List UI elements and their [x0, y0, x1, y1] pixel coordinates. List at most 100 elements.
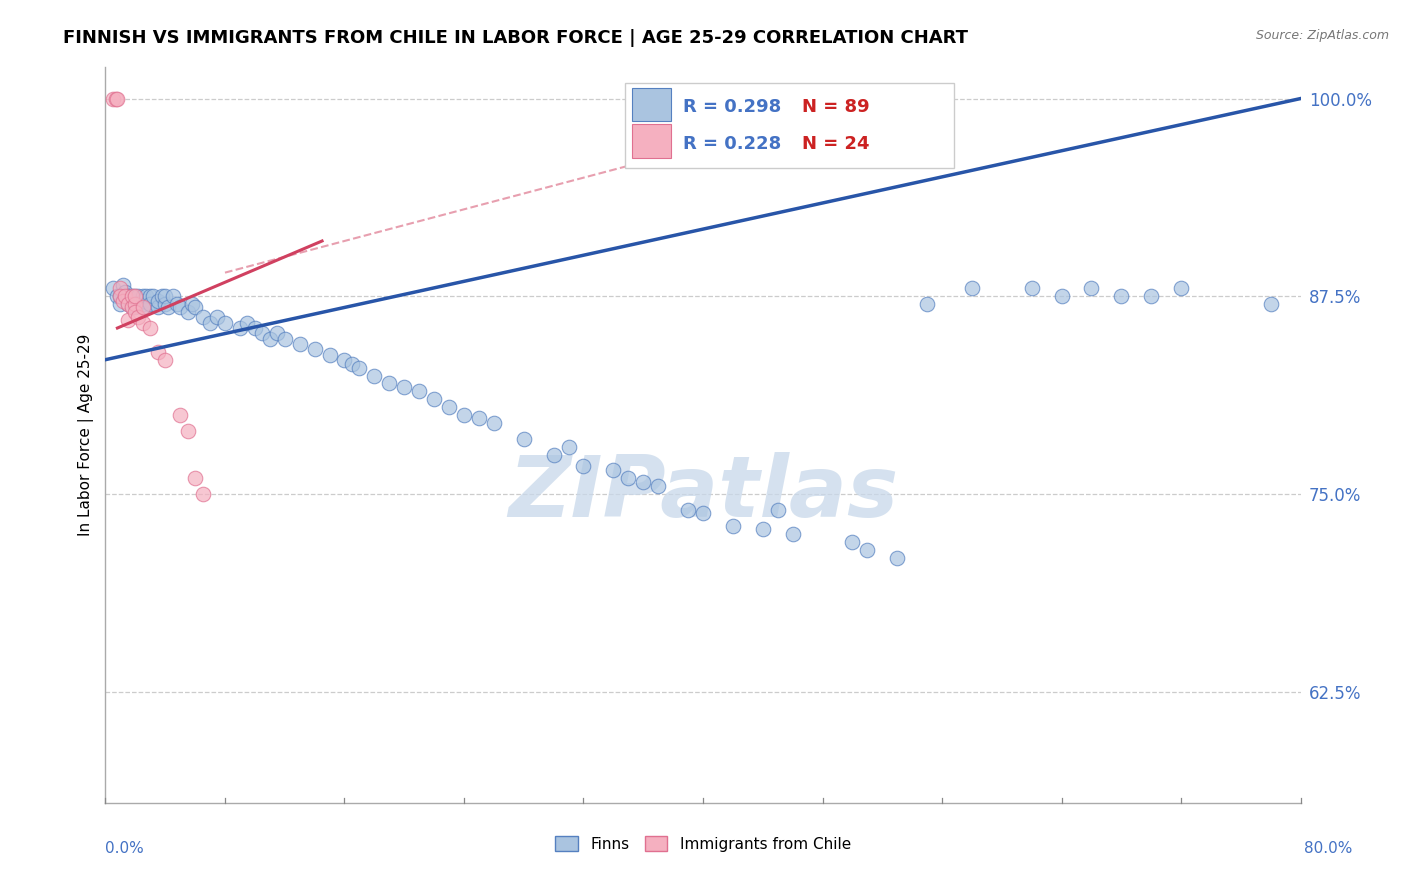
- Point: [146, 344, 169, 359]
- Point: [437, 400, 460, 414]
- Point: [176, 305, 198, 319]
- Point: [482, 416, 505, 430]
- Point: [408, 384, 430, 399]
- Text: R = 0.228: R = 0.228: [683, 136, 780, 153]
- Point: [104, 91, 127, 105]
- Point: [236, 316, 259, 330]
- Point: [340, 358, 363, 372]
- Point: [252, 326, 274, 340]
- Point: [363, 368, 385, 383]
- Text: FINNISH VS IMMIGRANTS FROM CHILE IN LABOR FORCE | AGE 25-29 CORRELATION CHART: FINNISH VS IMMIGRANTS FROM CHILE IN LABO…: [63, 29, 969, 47]
- Point: [150, 289, 173, 303]
- Point: [1111, 289, 1133, 303]
- Legend: Finns, Immigrants from Chile: Finns, Immigrants from Chile: [548, 830, 858, 858]
- Point: [146, 294, 169, 309]
- Point: [181, 297, 204, 311]
- Point: [960, 281, 983, 295]
- Point: [110, 289, 132, 303]
- Point: [1080, 281, 1102, 295]
- Point: [243, 321, 266, 335]
- Point: [110, 297, 132, 311]
- Point: [423, 392, 446, 407]
- Point: [1260, 297, 1282, 311]
- Point: [117, 313, 139, 327]
- Point: [751, 522, 773, 536]
- Point: [766, 503, 789, 517]
- Point: [121, 301, 143, 315]
- Point: [155, 297, 177, 311]
- Point: [117, 289, 139, 303]
- Point: [318, 348, 340, 362]
- Point: [468, 411, 491, 425]
- Point: [915, 297, 938, 311]
- Point: [176, 424, 198, 438]
- Point: [169, 301, 191, 315]
- Text: N = 89: N = 89: [803, 98, 870, 116]
- FancyBboxPatch shape: [633, 124, 671, 158]
- Point: [198, 316, 221, 330]
- Y-axis label: In Labor Force | Age 25-29: In Labor Force | Age 25-29: [79, 334, 94, 536]
- Point: [162, 289, 184, 303]
- Point: [602, 463, 624, 477]
- Point: [543, 448, 565, 462]
- Point: [110, 289, 132, 303]
- Point: [676, 503, 699, 517]
- Point: [207, 310, 229, 324]
- Point: [114, 289, 136, 303]
- Point: [120, 294, 142, 309]
- Point: [394, 379, 416, 393]
- Point: [132, 316, 155, 330]
- Point: [124, 289, 146, 303]
- Point: [191, 487, 214, 501]
- Point: [117, 297, 139, 311]
- Point: [856, 542, 879, 557]
- Point: [135, 289, 157, 303]
- Text: R = 0.298: R = 0.298: [683, 98, 780, 116]
- Point: [572, 458, 595, 473]
- Text: N = 24: N = 24: [803, 136, 870, 153]
- Point: [184, 471, 207, 485]
- Point: [1170, 281, 1192, 295]
- Point: [107, 289, 129, 303]
- Point: [136, 301, 159, 315]
- Point: [139, 321, 162, 335]
- Point: [633, 475, 655, 489]
- Point: [107, 91, 129, 105]
- Point: [304, 342, 326, 356]
- Point: [101, 281, 124, 295]
- Point: [124, 294, 146, 309]
- Point: [259, 332, 281, 346]
- FancyBboxPatch shape: [633, 87, 671, 121]
- Text: Source: ZipAtlas.com: Source: ZipAtlas.com: [1256, 29, 1389, 43]
- Point: [132, 294, 155, 309]
- Point: [557, 440, 579, 454]
- Point: [124, 301, 146, 315]
- Point: [333, 352, 356, 367]
- Point: [101, 91, 124, 105]
- Point: [782, 526, 804, 541]
- Point: [117, 289, 139, 303]
- Point: [132, 301, 155, 315]
- Point: [155, 352, 177, 367]
- Point: [121, 289, 143, 303]
- Point: [647, 479, 669, 493]
- Point: [214, 316, 236, 330]
- Point: [155, 289, 177, 303]
- Point: [139, 297, 162, 311]
- Point: [142, 289, 165, 303]
- Point: [127, 289, 149, 303]
- Point: [127, 297, 149, 311]
- Point: [273, 332, 295, 346]
- Point: [266, 326, 288, 340]
- Point: [229, 321, 252, 335]
- Point: [124, 289, 146, 303]
- Point: [132, 289, 155, 303]
- Point: [378, 376, 401, 391]
- Point: [513, 432, 536, 446]
- Point: [349, 360, 371, 375]
- Point: [124, 297, 146, 311]
- Point: [692, 506, 714, 520]
- Point: [721, 519, 744, 533]
- Point: [127, 310, 149, 324]
- Point: [184, 301, 207, 315]
